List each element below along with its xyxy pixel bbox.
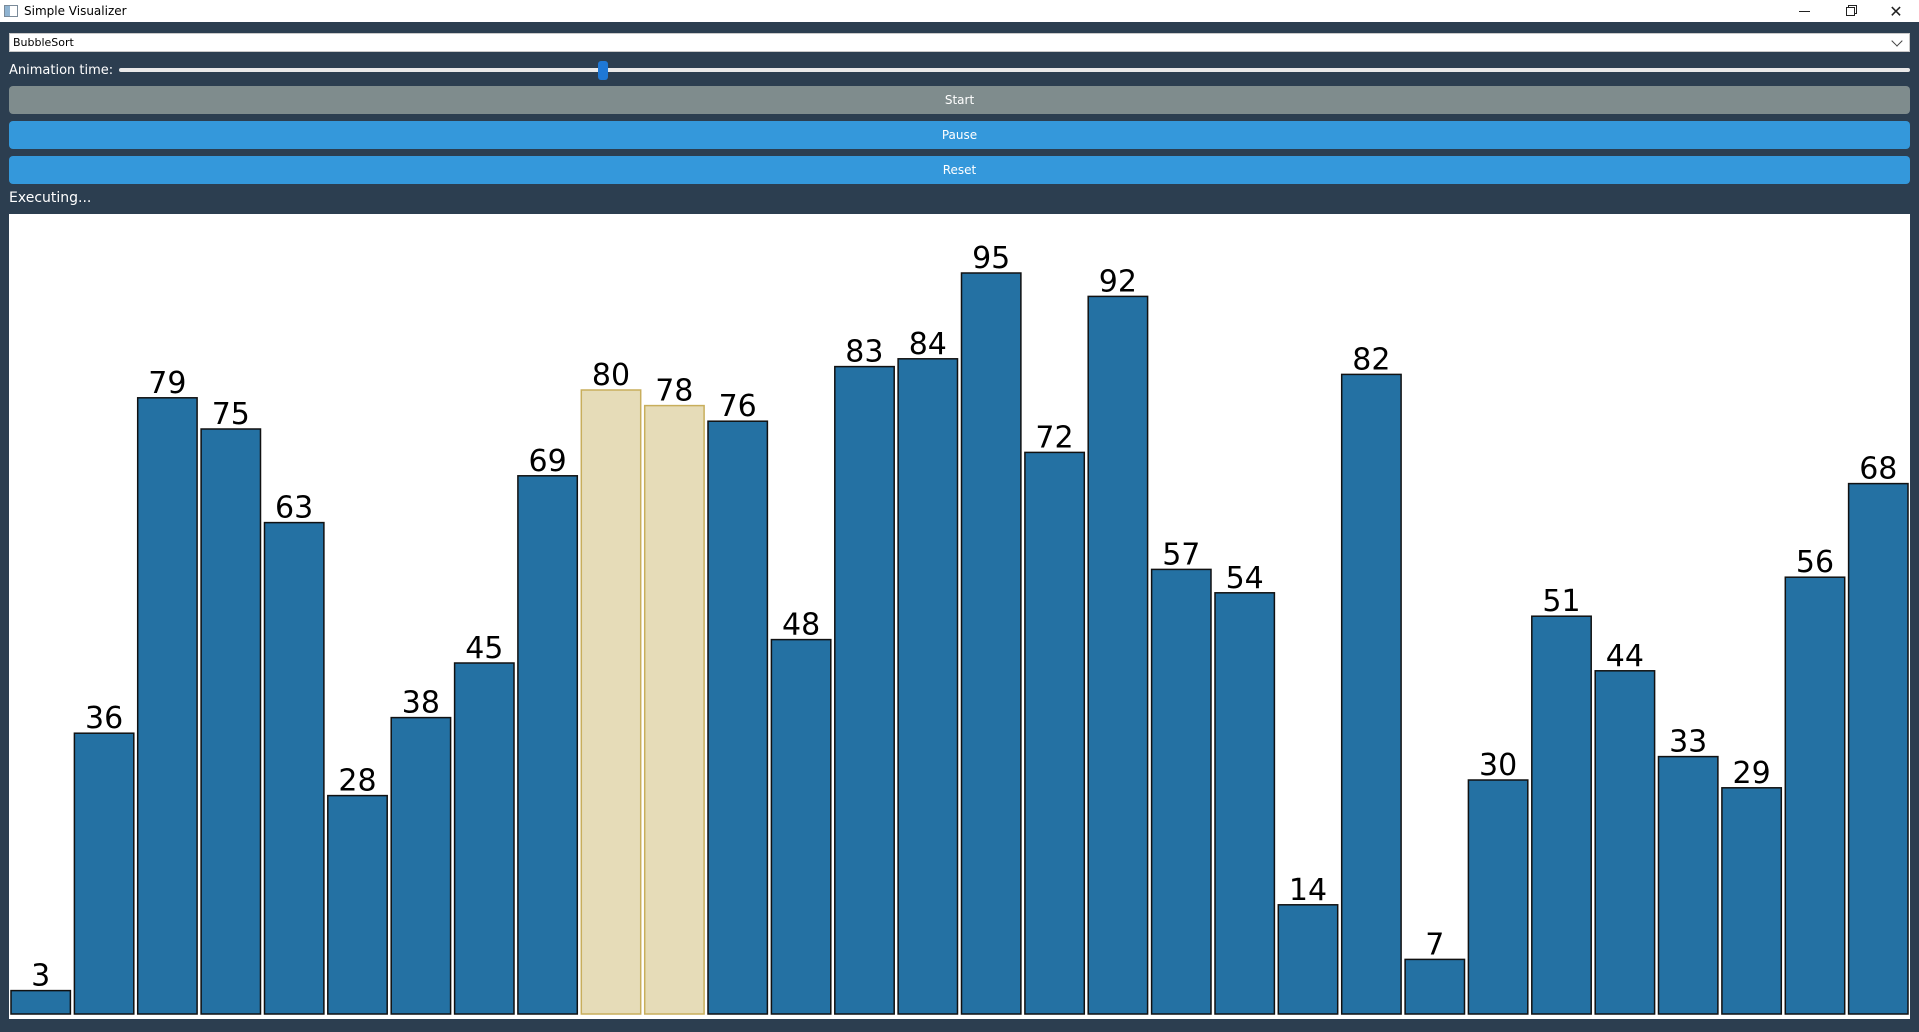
restore-icon[interactable] xyxy=(1827,0,1873,22)
bar xyxy=(960,272,1022,1015)
bar-value-label: 95 xyxy=(972,241,1010,276)
bar-value-label: 51 xyxy=(1542,584,1580,619)
bar xyxy=(1087,295,1149,1015)
bar xyxy=(453,662,515,1015)
bar-value-label: 63 xyxy=(275,491,313,526)
bar-value-label: 48 xyxy=(782,608,820,643)
bar-value-label: 45 xyxy=(465,631,503,666)
bar xyxy=(1847,482,1909,1015)
title-bar: Simple Visualizer ✕ xyxy=(0,0,1919,22)
bar xyxy=(200,428,262,1015)
bar-value-label: 29 xyxy=(1733,756,1771,791)
bar xyxy=(1404,958,1466,1015)
bar xyxy=(1024,451,1086,1015)
bar-value-label: 7 xyxy=(1425,927,1444,962)
bar xyxy=(73,732,135,1015)
bar xyxy=(390,716,452,1015)
window-title: Simple Visualizer xyxy=(24,4,127,18)
algorithm-dropdown-value: BubbleSort xyxy=(13,36,74,49)
bar xyxy=(263,521,325,1015)
bar-value-label: 14 xyxy=(1289,873,1327,908)
bar-value-label: 79 xyxy=(148,366,186,401)
bar-value-label: 54 xyxy=(1226,561,1264,596)
bar xyxy=(1340,373,1402,1015)
bar xyxy=(1594,670,1656,1015)
bar-value-label: 72 xyxy=(1035,420,1073,455)
bar-value-label: 80 xyxy=(592,358,630,393)
bar-value-label: 78 xyxy=(655,374,693,409)
bar xyxy=(1214,592,1276,1015)
bar-highlighted xyxy=(643,404,705,1015)
reset-button[interactable]: Reset xyxy=(9,156,1910,184)
bar-value-label: 76 xyxy=(719,389,757,424)
bar xyxy=(707,420,769,1015)
bar-highlighted xyxy=(580,389,642,1015)
bar-value-label: 28 xyxy=(338,764,376,799)
bar-value-label: 3 xyxy=(31,959,50,994)
bar xyxy=(1784,576,1846,1015)
animation-time-label: Animation time: xyxy=(9,62,114,78)
algorithm-dropdown[interactable]: BubbleSort xyxy=(9,33,1910,52)
animation-time-row: Animation time: xyxy=(9,60,1910,80)
bar-value-label: 57 xyxy=(1162,537,1200,572)
bar-value-label: 83 xyxy=(845,335,883,370)
close-icon[interactable]: ✕ xyxy=(1889,1,1903,21)
start-button[interactable]: Start xyxy=(9,86,1910,114)
animation-time-slider[interactable] xyxy=(119,60,1910,80)
bar-value-label: 36 xyxy=(85,701,123,736)
bar-value-label: 30 xyxy=(1479,748,1517,783)
bar xyxy=(1657,755,1719,1015)
bar-value-label: 75 xyxy=(212,397,250,432)
bar xyxy=(770,638,832,1015)
bar-value-label: 56 xyxy=(1796,545,1834,580)
bar xyxy=(10,989,72,1015)
bar xyxy=(136,397,198,1015)
bar-value-label: 33 xyxy=(1669,725,1707,760)
chevron-down-icon[interactable] xyxy=(1891,34,1903,47)
bar-value-label: 82 xyxy=(1352,342,1390,377)
pause-button[interactable]: Pause xyxy=(9,121,1910,149)
bar xyxy=(1150,568,1212,1015)
bar-value-label: 44 xyxy=(1606,639,1644,674)
bar-value-label: 68 xyxy=(1859,452,1897,487)
bar xyxy=(834,365,895,1015)
status-text: Executing... xyxy=(9,190,92,206)
bar-value-label: 92 xyxy=(1099,264,1137,299)
bar xyxy=(1531,615,1592,1015)
bar xyxy=(517,475,579,1015)
bar-value-label: 38 xyxy=(402,686,440,721)
bar-value-label: 69 xyxy=(529,444,567,479)
bar xyxy=(327,794,388,1015)
bar-chart: 3 36 79 75 63 28 38 45 69 80 78 76 48 83 84 95 72 92 57 54 1… xyxy=(10,241,1909,1015)
window-app-icon xyxy=(4,5,18,17)
bar xyxy=(897,358,959,1015)
bar xyxy=(1467,779,1529,1015)
bar xyxy=(1277,904,1339,1015)
slider-handle[interactable] xyxy=(597,61,608,80)
sorting-visualization-canvas: 3 36 79 75 63 28 38 45 69 80 78 76 48 83 84 95 72 92 57 54 1… xyxy=(9,214,1910,1019)
bar xyxy=(1721,787,1783,1015)
slider-track[interactable] xyxy=(119,68,1910,72)
minimize-icon[interactable] xyxy=(1781,0,1827,22)
bar-value-label: 84 xyxy=(909,327,947,362)
